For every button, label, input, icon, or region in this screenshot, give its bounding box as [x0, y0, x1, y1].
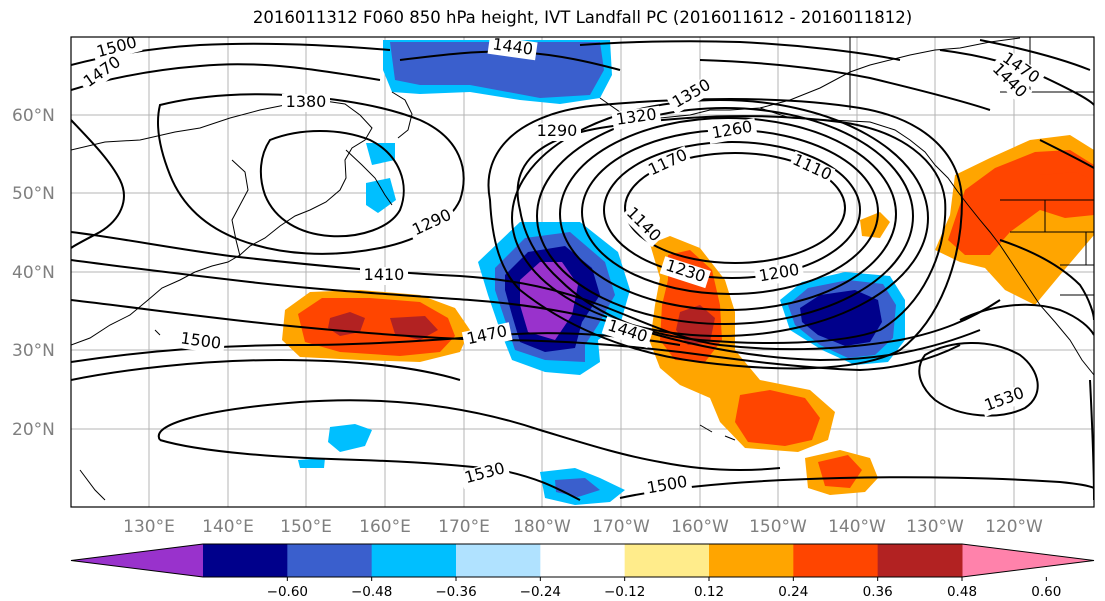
lon-label: 120°W — [985, 517, 1043, 537]
contour-label: 1290 — [537, 121, 578, 140]
lon-label: 150°E — [280, 517, 332, 537]
lat-label: 20°N — [12, 420, 55, 440]
colorbar-tick-label: 0.48 — [947, 584, 977, 600]
lon-label: 170°E — [438, 517, 490, 537]
colorbar-outline — [70, 543, 1095, 578]
longitude-labels: 130°E 140°E 150°E 160°E 170°E 180°W 170°… — [123, 517, 1043, 537]
lat-label: 60°N — [12, 106, 55, 126]
map-title: 2016011312 F060 850 hPa height, IVT Land… — [252, 8, 913, 27]
colorbar-tick-label: −0.60 — [267, 584, 308, 600]
colorbar-tick-label: −0.48 — [351, 584, 392, 600]
colorbar-segment — [287, 544, 373, 577]
lon-label: 170°W — [592, 517, 650, 537]
contour-label: 1380 — [286, 92, 327, 111]
colorbar: −0.60 −0.48 −0.36 −0.24 −0.12 0.12 0.24 0.36 0.4… — [70, 543, 1095, 600]
lon-label: 140°E — [202, 517, 254, 537]
lat-label: 40°N — [12, 263, 55, 283]
colorbar-extend-low — [71, 544, 203, 577]
colorbar-tick-label: −0.24 — [520, 584, 561, 600]
map-frame — [70, 36, 1095, 508]
colorbar-tick-label: 0.36 — [863, 584, 893, 600]
lon-label: 150°W — [749, 517, 807, 537]
lon-label: 130°W — [906, 517, 964, 537]
colorbar-segment — [709, 544, 794, 577]
lon-label: 160°W — [671, 517, 729, 537]
colorbar-tick-label: 0.12 — [694, 584, 724, 600]
colorbar-segment — [793, 544, 879, 577]
colorbar-segment — [203, 544, 288, 577]
colorbar-tick-label: 0.60 — [1031, 584, 1061, 600]
colorbar-tick-label: 0.24 — [778, 584, 808, 600]
lon-label: 160°E — [359, 517, 411, 537]
ivt-shading — [282, 40, 1094, 505]
lon-label: 130°E — [123, 517, 175, 537]
lat-label: 50°N — [12, 184, 55, 204]
colorbar-segment — [456, 544, 541, 577]
colorbar-extend-high — [962, 544, 1094, 577]
graticule — [71, 37, 1094, 507]
latitude-labels: 60°N 50°N 40°N 30°N 20°N — [12, 106, 55, 440]
colorbar-tick-label: −0.36 — [435, 584, 476, 600]
lat-label: 30°N — [12, 341, 55, 361]
contour-label: 1410 — [364, 265, 405, 284]
colorbar-tick-label: −0.12 — [604, 584, 645, 600]
colorbar-segment — [371, 544, 457, 577]
colorbar-segment — [877, 544, 963, 577]
colorbar-segment — [624, 544, 710, 577]
lon-label: 140°W — [828, 517, 886, 537]
colorbar-segment — [540, 544, 626, 577]
lon-label: 180°W — [513, 517, 571, 537]
